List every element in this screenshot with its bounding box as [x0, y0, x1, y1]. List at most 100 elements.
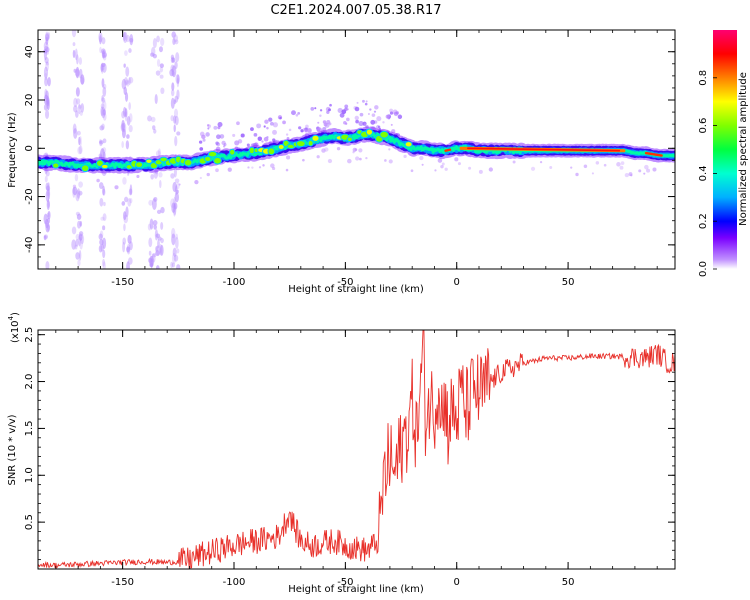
heatmap-noise-dot: [171, 57, 176, 63]
heatmap-noise-dot: [355, 156, 360, 161]
heatmap-ridge-blob: [404, 141, 413, 148]
heatmap-noise-dot: [512, 160, 516, 164]
heatmap-noise-dot: [263, 125, 266, 128]
heatmap-noise-dot: [160, 221, 164, 230]
heatmap-noise-dot: [354, 115, 359, 121]
heatmap-noise-dot: [101, 78, 105, 88]
heatmap-noise-dot: [410, 169, 414, 173]
heatmap-noise-dot: [45, 61, 49, 66]
heatmap-noise-dot: [46, 199, 50, 211]
heatmap-noise-dot: [171, 227, 176, 239]
heatmap-noise-dot: [176, 189, 179, 194]
heatmap-noise-dot: [46, 212, 50, 218]
heatmap-noise-dot: [326, 120, 331, 124]
heatmap-noise-dot: [155, 265, 160, 269]
heatmap-noise-dot: [72, 42, 76, 47]
heatmap-noise-dot: [223, 143, 227, 146]
heatmap-noise-dot: [624, 172, 629, 178]
heatmap-noise-dot: [102, 261, 106, 269]
heatmap-noise-dot: [258, 166, 262, 169]
heatmap-noise-dot: [75, 110, 79, 118]
spectrogram-heatmap: [38, 30, 675, 269]
heatmap-noise-dot: [102, 63, 107, 73]
heatmap-noise-dot: [358, 121, 364, 127]
x-tick-label: 50: [562, 277, 575, 288]
heatmap-noise-dot: [630, 174, 633, 177]
heatmap-noise-dot: [603, 163, 607, 167]
heatmap-noise-dot: [71, 239, 77, 250]
heatmap-noise-dot: [171, 31, 176, 38]
heatmap-noise-dot: [327, 158, 333, 164]
heatmap-noise-dot: [329, 103, 332, 107]
heatmap-noise-dot: [170, 89, 175, 97]
heatmap-noise-dot: [77, 146, 82, 155]
heatmap-noise-dot: [79, 68, 83, 79]
heatmap-noise-dot: [156, 209, 162, 215]
heatmap-noise-dot: [240, 133, 245, 138]
heatmap-noise-dot: [44, 77, 48, 87]
heatmap-noise-dot: [99, 197, 104, 207]
y-tick-label: 0: [24, 145, 35, 151]
heatmap-noise-dot: [128, 102, 131, 110]
x-tick-label: 50: [562, 577, 575, 588]
heatmap-noise-dot: [488, 167, 493, 172]
x-tick-label: 0: [454, 277, 460, 288]
heatmap-noise-dot: [314, 107, 317, 110]
heatmap-noise-dot: [78, 103, 81, 115]
heatmap-noise-dot: [173, 34, 178, 43]
heatmap-noise-dot: [317, 121, 320, 124]
heatmap-noise-dot: [129, 184, 133, 196]
heatmap-noise-dot: [282, 120, 286, 125]
heatmap-noise-dot: [123, 211, 127, 221]
heatmap-noise-dot: [306, 128, 312, 133]
heatmap-noise-dot: [457, 162, 461, 166]
heatmap-noise-dot: [173, 115, 177, 124]
x-tick-label: -150: [111, 577, 134, 588]
heatmap-noise-dot: [45, 182, 49, 191]
heatmap-noise-dot: [388, 148, 391, 151]
heatmap-noise-dot: [78, 233, 83, 241]
heatmap-noise-dot: [44, 72, 48, 81]
heatmap-noise-dot: [359, 157, 362, 161]
heatmap-noise-dot: [128, 48, 132, 54]
heatmap-noise-dot: [286, 155, 291, 160]
heatmap-noise-dot: [221, 140, 226, 146]
heatmap-noise-dot: [77, 259, 81, 267]
heatmap-noise-dot: [126, 243, 131, 255]
heatmap-noise-dot: [150, 174, 154, 180]
heatmap-noise-dot: [266, 126, 269, 130]
heatmap-noise-dot: [232, 133, 236, 137]
heatmap-noise-dot: [122, 237, 127, 245]
heatmap-noise-dot: [73, 97, 78, 107]
heatmap-noise-dot: [454, 157, 459, 162]
heatmap-noise-dot: [78, 136, 81, 146]
heatmap-noise-dot: [176, 264, 181, 269]
heatmap-noise-dot: [219, 134, 225, 139]
heatmap-ridge-blob: [346, 136, 353, 142]
heatmap-noise-dot: [175, 52, 180, 63]
heatmap-noise-dot: [356, 101, 359, 104]
heatmap-noise-dot: [365, 157, 368, 160]
heatmap-noise-dot: [98, 182, 104, 189]
heatmap-noise-dot: [174, 39, 179, 45]
heatmap-noise-dot: [175, 237, 179, 249]
heatmap-noise-dot: [644, 164, 649, 170]
heatmap-noise-dot: [176, 89, 180, 100]
spectrogram-y-label: Frequency (Hz): [7, 112, 18, 188]
colorbar-tick-label: 0.0: [698, 261, 709, 277]
heatmap-noise-dot: [155, 70, 161, 76]
heatmap-noise-dot: [159, 243, 162, 256]
heatmap-noise-dot: [128, 257, 133, 265]
y-tick-label: 1.5: [24, 420, 35, 436]
heatmap-noise-dot: [328, 108, 331, 112]
heatmap-noise-dot: [362, 99, 365, 103]
heatmap-noise-dot: [199, 176, 202, 180]
heatmap-noise-dot: [174, 95, 179, 103]
heatmap-noise-dot: [159, 179, 162, 189]
colorbar-tick-label: 0.4: [698, 165, 709, 181]
heatmap-noise-dot: [319, 109, 323, 112]
heatmap-noise-dot: [47, 32, 51, 40]
heatmap-noise-dot: [171, 252, 177, 264]
heatmap-noise-dot: [72, 187, 76, 198]
heatmap-noise-dot: [373, 110, 377, 113]
